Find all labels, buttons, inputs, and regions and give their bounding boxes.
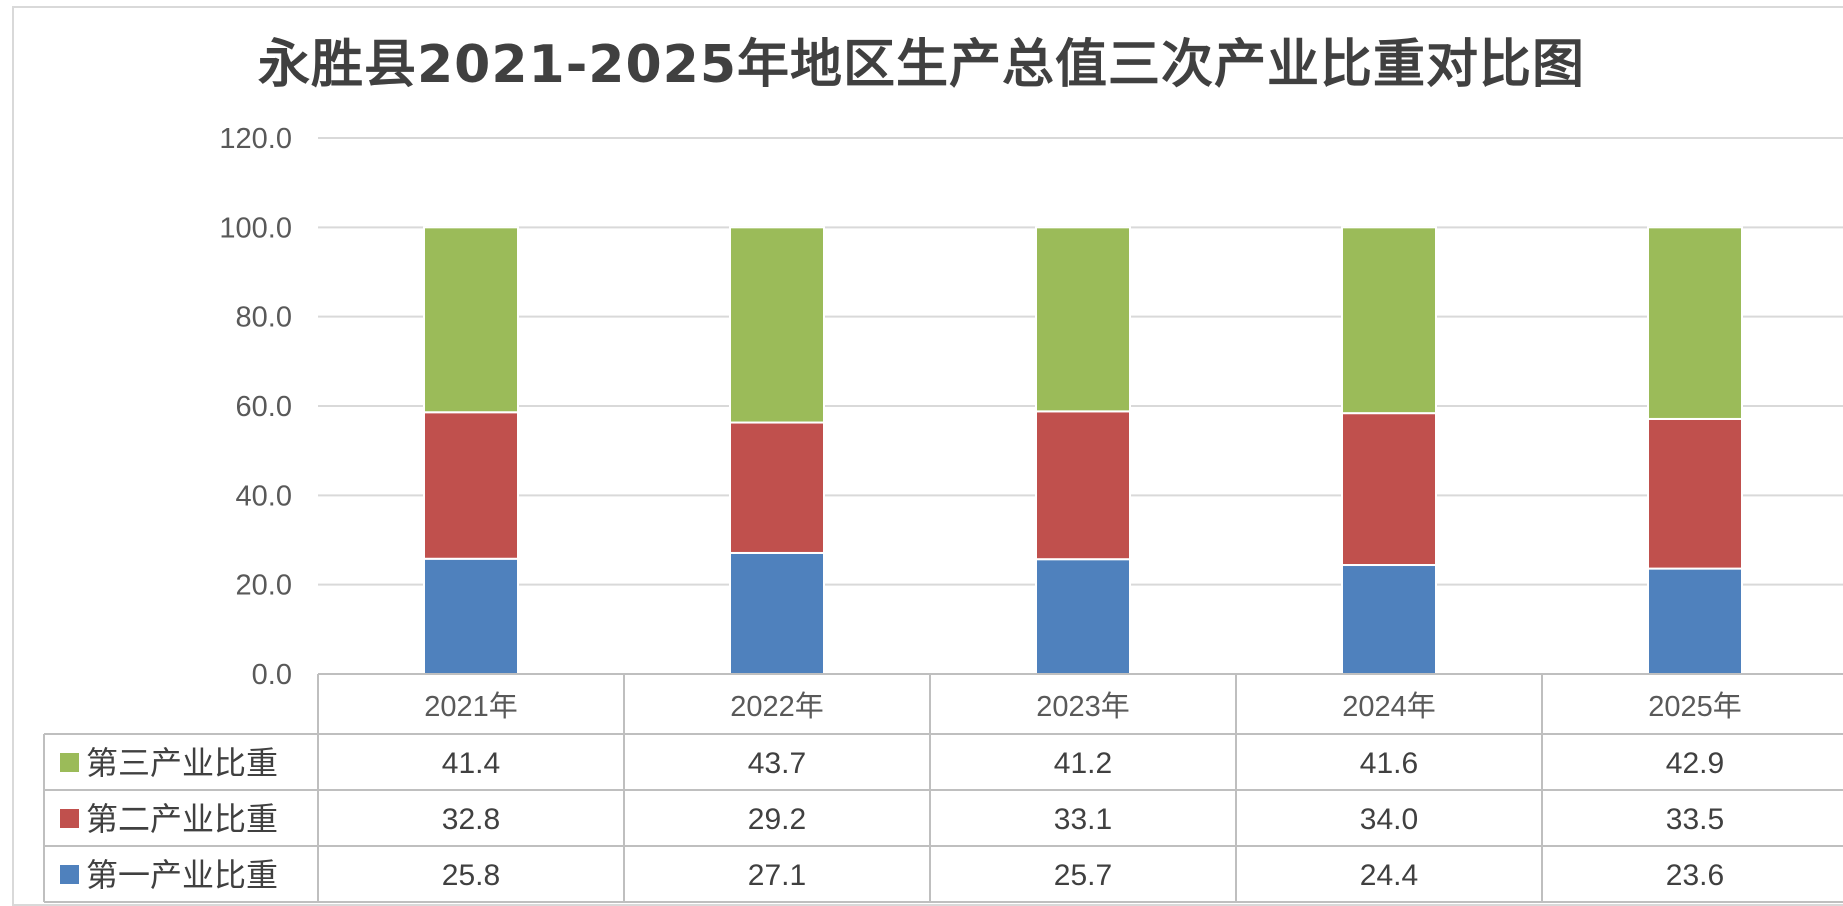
y-tick-label: 40.0 [236, 480, 292, 512]
data-label: 33.1 [1054, 803, 1112, 836]
data-label: 23.6 [1666, 859, 1724, 892]
x-tick-label: 2022年 [730, 690, 824, 723]
bar-segment [1341, 226, 1437, 415]
x-tick-label: 2025年 [1648, 690, 1742, 723]
legend-key [60, 809, 79, 828]
data-label: 25.8 [442, 859, 500, 892]
bar-segment [1035, 558, 1131, 675]
bar-segment [1341, 564, 1437, 675]
series-label: 第一产业比重 [86, 856, 278, 894]
series-label: 第三产业比重 [86, 744, 278, 782]
data-label: 32.8 [442, 803, 500, 836]
bar-segment [1035, 226, 1131, 413]
data-label: 43.7 [748, 747, 806, 780]
data-label: 34.0 [1360, 803, 1418, 836]
y-tick-label: 20.0 [236, 570, 292, 602]
bar-segment [729, 226, 825, 424]
y-tick-label: 0.0 [252, 659, 292, 691]
x-tick-label: 2024年 [1342, 690, 1436, 723]
bar-segment [423, 226, 519, 414]
bar-segment [1647, 226, 1743, 420]
data-label: 33.5 [1666, 803, 1724, 836]
y-tick-label: 80.0 [236, 302, 292, 334]
bar-segment [1647, 567, 1743, 675]
bar-segment [729, 421, 825, 554]
data-label: 41.6 [1360, 747, 1418, 780]
bar-segment [423, 411, 519, 560]
legend-key [60, 753, 79, 772]
y-tick-label: 60.0 [236, 391, 292, 423]
bar-segment [1647, 417, 1743, 570]
data-label: 27.1 [748, 859, 806, 892]
x-tick-label: 2021年 [424, 690, 518, 723]
legend-key [60, 865, 79, 884]
data-label: 42.9 [1666, 747, 1724, 780]
bar-segment [423, 557, 519, 676]
data-label: 41.4 [442, 747, 500, 780]
data-label: 25.7 [1054, 859, 1112, 892]
chart-title: 永胜县2021-2025年地区生产总值三次产业比重对比图 [257, 35, 1586, 95]
bar-segment [1341, 412, 1437, 567]
bar-segment [1035, 410, 1131, 561]
data-label: 24.4 [1360, 859, 1418, 892]
data-label: 41.2 [1054, 747, 1112, 780]
bar-segment [729, 551, 825, 675]
y-tick-label: 120.0 [219, 123, 292, 155]
x-tick-label: 2023年 [1036, 690, 1130, 723]
data-label: 29.2 [748, 803, 806, 836]
series-label: 第二产业比重 [86, 800, 278, 838]
y-tick-label: 100.0 [219, 212, 292, 244]
